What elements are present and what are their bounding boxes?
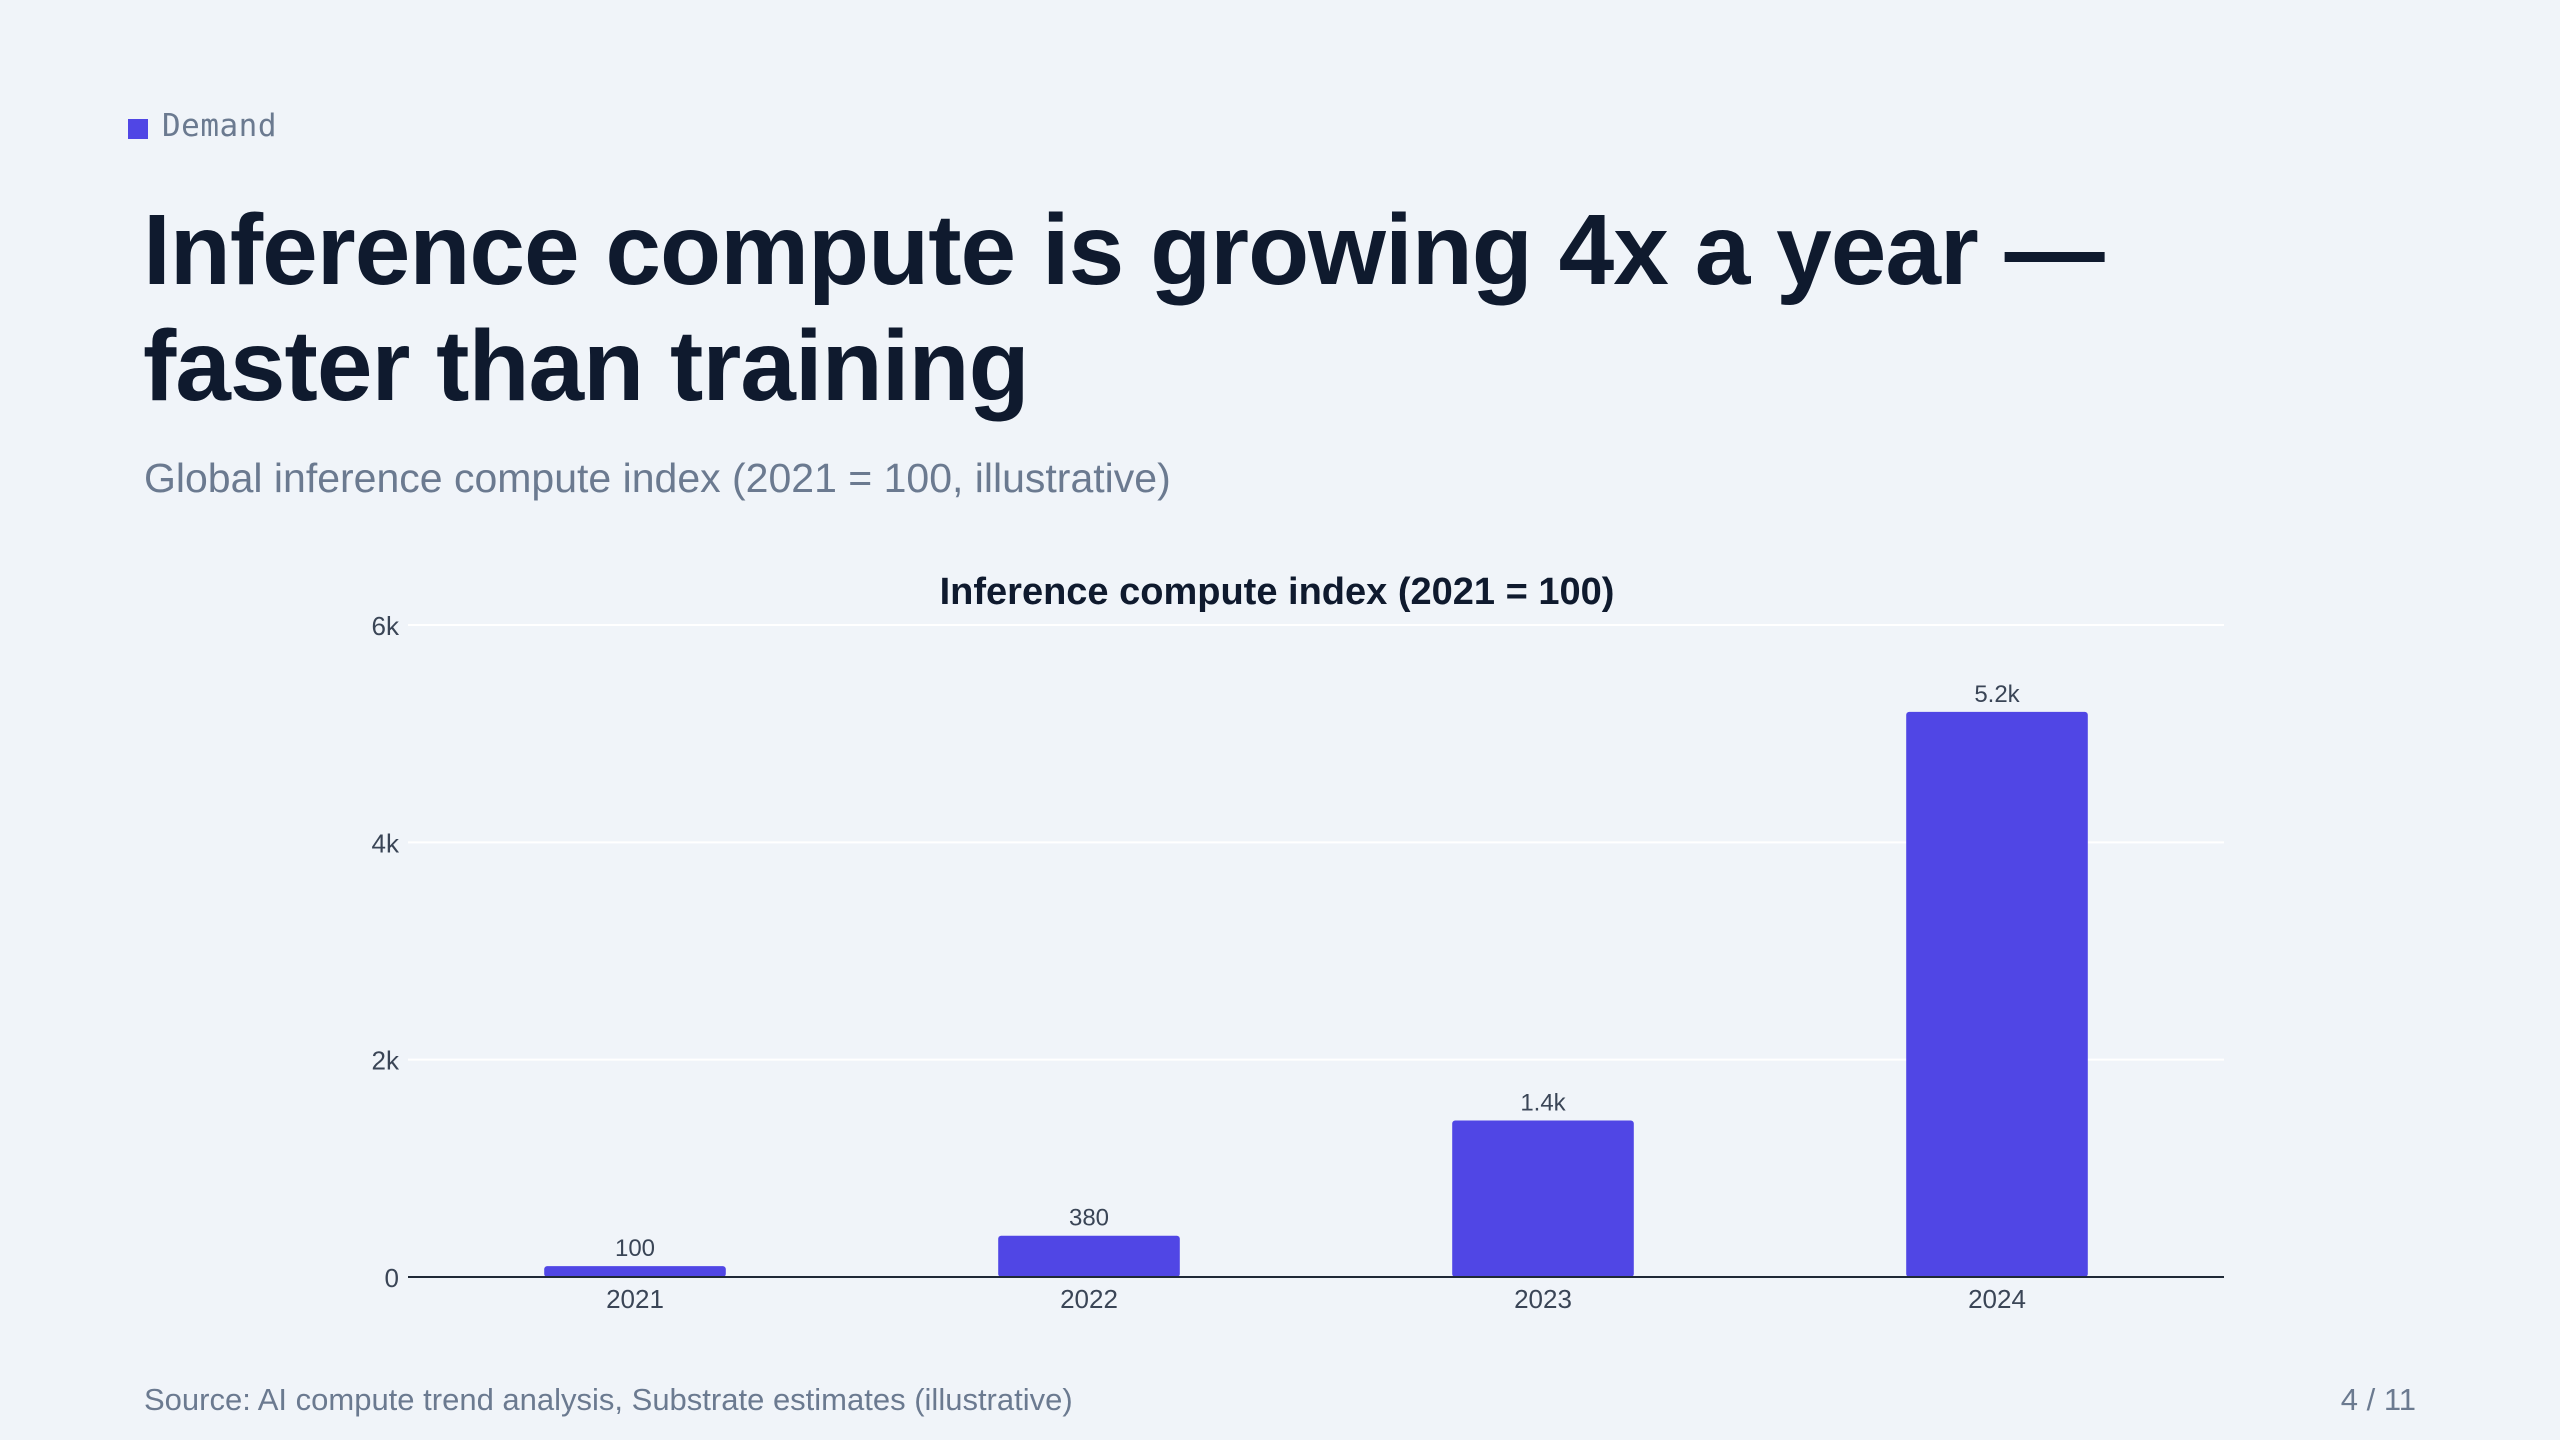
source-note: Source: AI compute trend analysis, Subst… xyxy=(144,1382,1073,1417)
bar-2021 xyxy=(544,1266,726,1277)
y-tick-label: 0 xyxy=(385,1263,399,1293)
bar-2023 xyxy=(1452,1120,1634,1277)
x-tick-label: 2022 xyxy=(1060,1284,1118,1314)
eyebrow-label: Demand xyxy=(162,108,277,144)
slide-title: Inference compute is growing 4x a year —… xyxy=(143,194,2105,422)
y-tick-label: 4k xyxy=(372,828,400,858)
value-labels: 100 380 1.4k 5.2k xyxy=(615,681,2021,1262)
y-tick-label: 2k xyxy=(372,1046,400,1076)
chart-title: Inference compute index (2021 = 100) xyxy=(940,571,1615,613)
x-tick-label: 2024 xyxy=(1968,1284,2026,1314)
page-number: 4 / 11 xyxy=(2340,1382,2416,1417)
value-label: 1.4k xyxy=(1520,1090,1566,1117)
y-tick-label: 6k xyxy=(372,611,400,641)
value-label: 100 xyxy=(615,1235,655,1262)
bar-2022 xyxy=(998,1235,1180,1277)
bar-2024 xyxy=(1906,711,2088,1277)
x-tick-label: 2023 xyxy=(1514,1284,1572,1314)
bars xyxy=(544,711,2088,1277)
axes: 0 2k 4k 6k 2021 2022 2023 2024 xyxy=(372,611,2224,1314)
slide-subtitle: Global inference compute index (2021 = 1… xyxy=(144,455,1171,501)
section-eyebrow: Demand xyxy=(128,108,277,144)
x-tick-label: 2021 xyxy=(606,1284,664,1314)
value-label: 380 xyxy=(1069,1205,1109,1232)
eyebrow-square-icon xyxy=(128,119,148,139)
value-label: 5.2k xyxy=(1974,681,2020,708)
